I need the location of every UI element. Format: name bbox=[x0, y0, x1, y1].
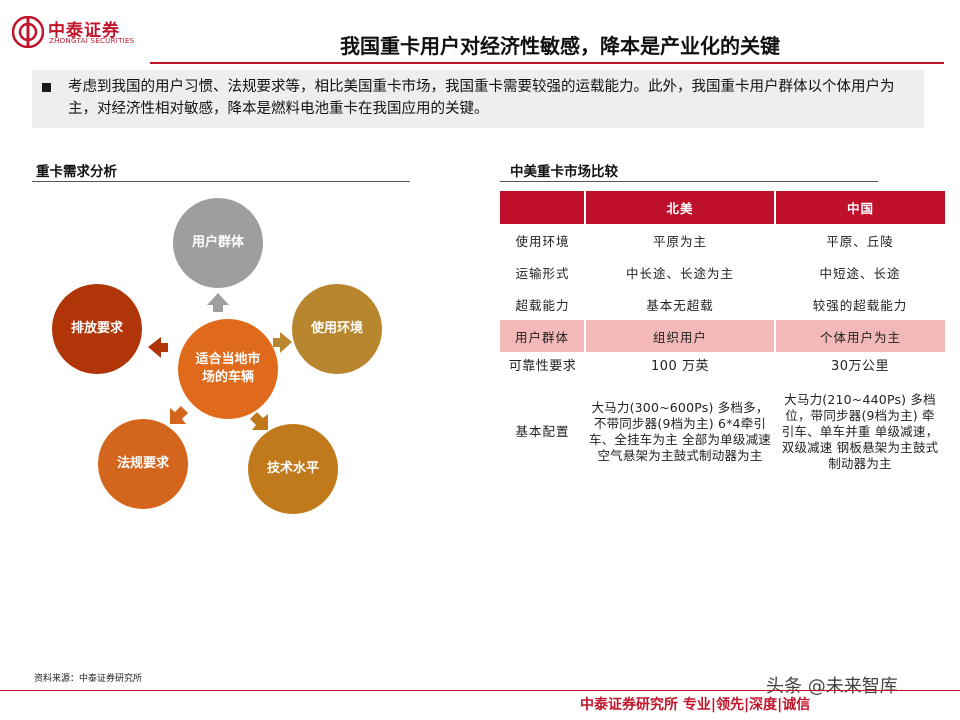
footer-divider bbox=[0, 690, 960, 691]
china-cell: 平原、丘陵 bbox=[826, 233, 894, 249]
summary-box: 考虑到我国的用户习惯、法规要求等，相比美国重卡市场，我国重卡需要较强的运载能力。… bbox=[32, 70, 924, 128]
node-emission: 排放要求 bbox=[52, 284, 142, 374]
node-tech-level-label: 技术水平 bbox=[266, 461, 319, 476]
left-section-divider bbox=[32, 181, 410, 182]
diagram-arrows bbox=[148, 293, 292, 430]
row-label: 超载能力 bbox=[515, 297, 570, 313]
source-note: 资料来源：中泰证券研究所 bbox=[34, 674, 143, 684]
north-america-cell: 平原为主 bbox=[652, 233, 707, 249]
row-label: 用户群体 bbox=[500, 320, 585, 352]
node-emission-label: 排放要求 bbox=[70, 321, 123, 336]
table-header-cell: 北美 bbox=[584, 191, 775, 224]
footer-slogan: 中泰证券研究所 专业|领先|深度|诚信 bbox=[580, 697, 811, 713]
north-america-cell: 中长途、长途为主 bbox=[625, 265, 734, 281]
arrow-down-left-icon bbox=[170, 406, 188, 424]
logo-english-name: ZHONGTAI SECURITIES bbox=[49, 37, 135, 45]
table-row: 基本配置 大马力(300~600Ps) 多档多，不带同步器(9档为主) 6*4牵… bbox=[500, 376, 945, 488]
arrow-right-icon bbox=[273, 332, 292, 353]
company-logo: 中泰证券 ZHONGTAI SECURITIES bbox=[12, 14, 142, 50]
node-usage-environment: 使用环境 bbox=[292, 284, 382, 374]
node-usage-environment-label: 使用环境 bbox=[310, 321, 363, 336]
node-user-group: 用户群体 bbox=[173, 198, 263, 288]
comparison-table: 北美 中国 使用环境 平原为主 平原、丘陵 运输形式 中长途、长途为主 中短途、… bbox=[500, 191, 945, 488]
table-row: 使用环境 平原为主 平原、丘陵 bbox=[500, 224, 945, 256]
right-section-divider bbox=[500, 181, 878, 182]
north-america-cell: 大马力(300~600Ps) 多档多，不带同步器(9档为主) 6*4牵引车、全挂… bbox=[589, 400, 771, 463]
china-cell: 30万公里 bbox=[830, 358, 890, 374]
arrow-up-icon bbox=[207, 293, 229, 312]
title-divider bbox=[150, 62, 944, 64]
square-bullet-icon bbox=[42, 83, 51, 92]
logo-chinese-name: 中泰证券 bbox=[48, 21, 120, 41]
arrow-left-icon bbox=[148, 337, 168, 358]
china-cell: 中短途、长途 bbox=[819, 265, 901, 281]
row-label: 可靠性要求 bbox=[508, 358, 577, 374]
china-cell: 大马力(210~440Ps) 多档位，带同步器(9档为主) 牵引车、单车并重 单… bbox=[781, 392, 939, 471]
north-america-cell: 100 万英 bbox=[651, 358, 709, 374]
summary-text: 考虑到我国的用户习惯、法规要求等，相比美国重卡市场，我国重卡需要较强的运载能力。… bbox=[68, 79, 895, 117]
node-user-group-label: 用户群体 bbox=[191, 235, 244, 250]
center-node: 适合当地市场的车辆 bbox=[178, 319, 278, 419]
center-node-label: 适合当地市场的车辆 bbox=[195, 352, 261, 385]
table-row-highlighted: 用户群体 组织用户 个体用户为主 bbox=[500, 320, 945, 352]
row-label: 使用环境 bbox=[515, 233, 570, 249]
north-america-cell: 基本无超载 bbox=[646, 297, 714, 313]
table-row: 超载能力 基本无超载 较强的超载能力 bbox=[500, 288, 945, 320]
page-title: 我国重卡用户对经济性敏感，降本是产业化的关键 bbox=[340, 34, 780, 58]
demand-analysis-diagram: 适合当地市场的车辆 用户群体 使用环境 技术水平 法规要求 排放要求 bbox=[30, 192, 450, 522]
arrow-down-right-icon bbox=[250, 412, 268, 430]
left-section-title: 重卡需求分析 bbox=[36, 164, 117, 180]
china-cell: 个体用户为主 bbox=[774, 320, 945, 352]
china-cell: 较强的超载能力 bbox=[812, 297, 908, 313]
row-label: 运输形式 bbox=[515, 265, 570, 281]
table-header-cell bbox=[500, 191, 585, 224]
table-row: 可靠性要求 100 万英 30万公里 bbox=[500, 352, 945, 376]
table-header-row: 北美 中国 bbox=[500, 191, 945, 224]
logo-emblem-icon bbox=[12, 16, 44, 48]
right-section-title: 中美重卡市场比较 bbox=[510, 164, 618, 180]
table-row: 运输形式 中长途、长途为主 中短途、长途 bbox=[500, 256, 945, 288]
north-america-cell: 组织用户 bbox=[584, 320, 775, 352]
watermark: 头条 @未来智库 bbox=[766, 676, 898, 697]
node-tech-level: 技术水平 bbox=[248, 424, 338, 514]
table-header-cell: 中国 bbox=[774, 191, 945, 224]
node-regulation: 法规要求 bbox=[98, 419, 188, 509]
row-label: 基本配置 bbox=[515, 424, 570, 439]
node-regulation-label: 法规要求 bbox=[116, 456, 169, 471]
